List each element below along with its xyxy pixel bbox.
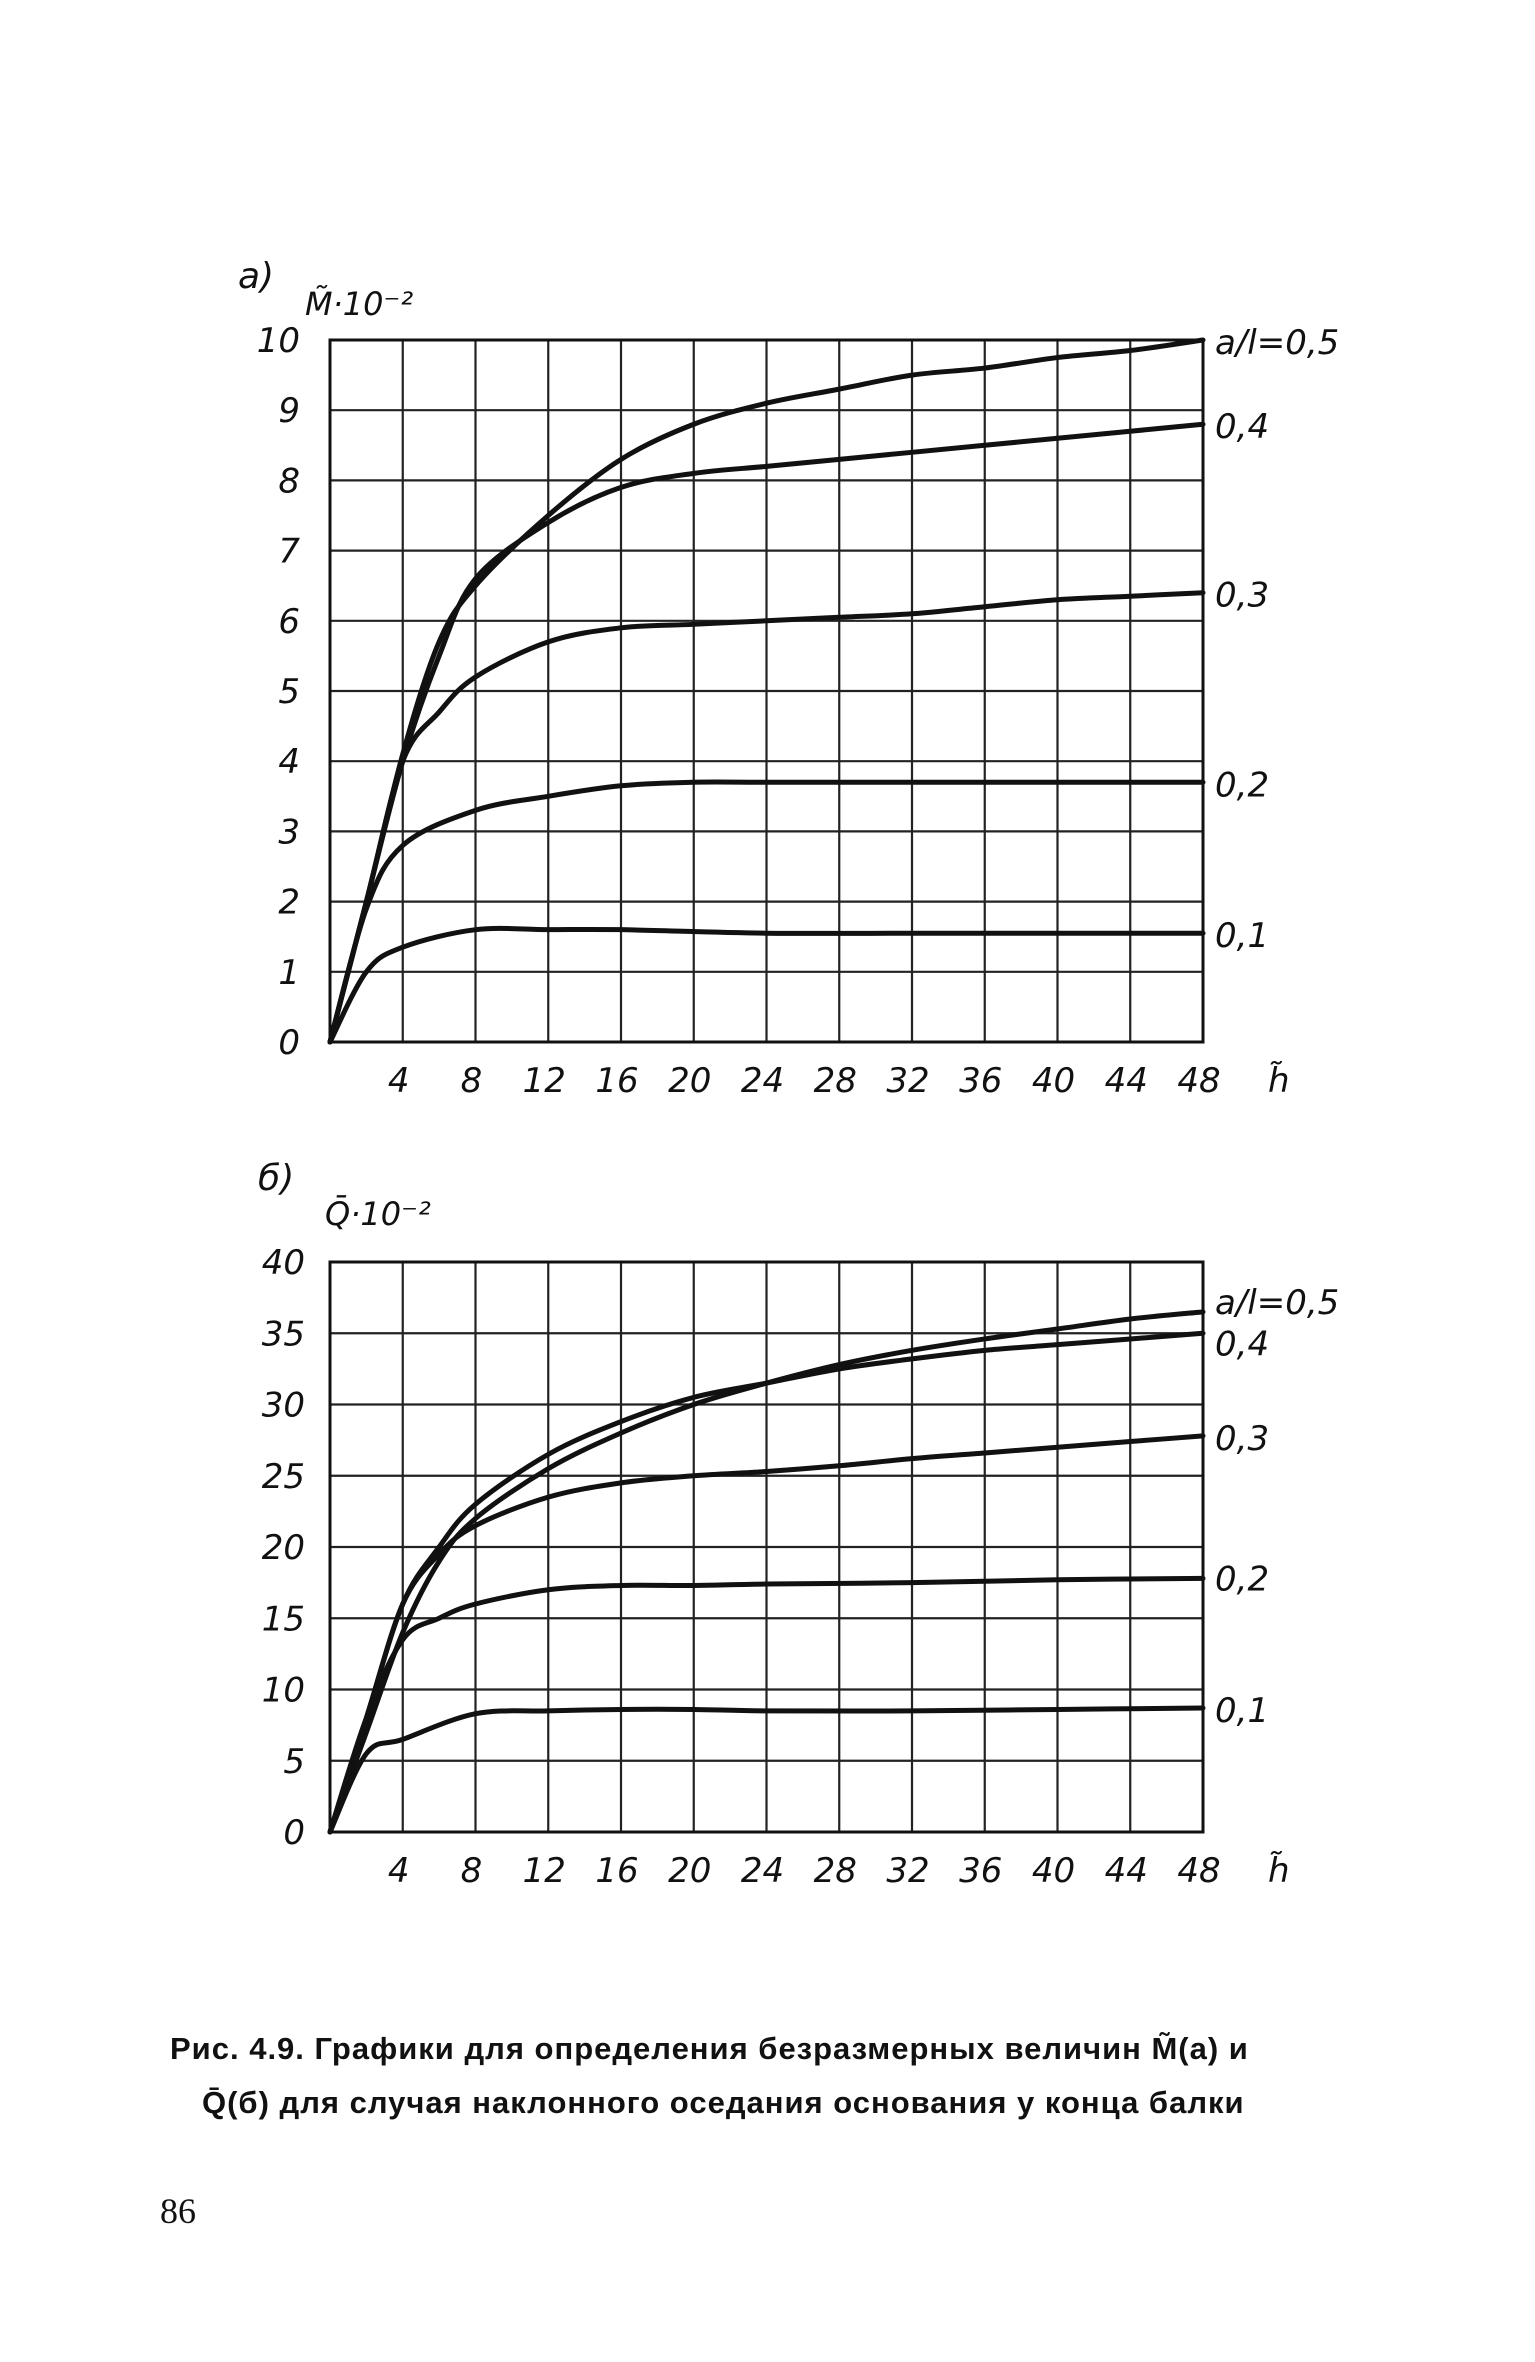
x-tick-label-a: 16 xyxy=(595,1061,638,1101)
series-label-a-0-1: 0,1 xyxy=(1215,916,1269,956)
page-number: 86 xyxy=(160,2191,196,2231)
y-tick-label-a: 7 xyxy=(278,532,300,572)
series-line-a-0-2 xyxy=(327,779,1206,1045)
x-axis-label-a: h̃ xyxy=(1268,1061,1290,1101)
grid-b xyxy=(330,1262,1203,1832)
x-tick-label-b: 24 xyxy=(741,1851,784,1891)
series-label-a-0-2: 0,2 xyxy=(1215,765,1269,805)
y-tick-label-a: 1 xyxy=(278,953,300,993)
y-tick-label-a: 2 xyxy=(278,883,300,923)
x-tick-label-b: 20 xyxy=(668,1851,711,1891)
series-label-b-0-2: 0,2 xyxy=(1215,1559,1269,1599)
x-tick-label-b: 4 xyxy=(388,1851,410,1891)
x-tick-label-b: 32 xyxy=(886,1851,929,1891)
y-tick-label-b: 20 xyxy=(262,1528,305,1568)
series-line-a-0-3 xyxy=(327,590,1206,1045)
y-tick-label-a: 4 xyxy=(278,742,300,782)
y-tick-label-a: 8 xyxy=(278,461,300,501)
x-tick-label-a: 20 xyxy=(668,1061,711,1101)
plot-frame-a xyxy=(328,338,1205,1044)
y-tick-label-b: 35 xyxy=(262,1314,305,1354)
x-tick-label-a: 40 xyxy=(1032,1061,1075,1101)
x-tick-label-b: 12 xyxy=(523,1851,566,1891)
x-tick-label-a: 24 xyxy=(741,1061,784,1101)
series-line-b-0-1 xyxy=(327,1705,1206,1835)
y-tick-label-a: 3 xyxy=(278,812,300,852)
x-tick-label-a: 36 xyxy=(959,1061,1002,1101)
y-tick-label-b: 30 xyxy=(262,1386,305,1426)
y-tick-label-a: 6 xyxy=(278,602,300,642)
series-label-a-0-3: 0,3 xyxy=(1215,576,1269,616)
caption-line-2: Q̄(б) для случая наклонного оседания осн… xyxy=(202,2085,1245,2120)
y-tick-label-b: 40 xyxy=(262,1243,305,1283)
series-line-a-0-1 xyxy=(327,925,1206,1045)
y-tick-label-b: 10 xyxy=(262,1671,305,1711)
series-label-b-0-3: 0,3 xyxy=(1215,1419,1269,1459)
y-axis-label-b: Q̄·10⁻² xyxy=(325,1194,431,1233)
x-tick-label-b: 44 xyxy=(1105,1851,1148,1891)
x-tick-label-a: 48 xyxy=(1177,1061,1220,1101)
y-tick-label-b: 0 xyxy=(283,1813,305,1853)
series-line-b-0-2 xyxy=(327,1575,1206,1835)
series-label-b-0-5: a/l=0,5 xyxy=(1215,1283,1339,1323)
x-tick-label-a: 28 xyxy=(814,1061,857,1101)
y-tick-label-b: 5 xyxy=(283,1742,305,1782)
x-tick-label-b: 28 xyxy=(814,1851,857,1891)
series-label-a-0-5: a/l=0,5 xyxy=(1215,323,1339,363)
caption-line-1: Рис. 4.9. Графики для определения безраз… xyxy=(170,2031,1249,2066)
panel-label-a: а) xyxy=(238,256,274,297)
y-tick-label-a: 5 xyxy=(278,672,300,712)
x-tick-label-b: 16 xyxy=(595,1851,638,1891)
x-tick-label-b: 48 xyxy=(1177,1851,1220,1891)
series-label-b-0-4: 0,4 xyxy=(1215,1324,1269,1364)
y-tick-label-a: 10 xyxy=(257,321,300,361)
series-line-b-0-3 xyxy=(327,1433,1206,1835)
series-label-a-0-4: 0,4 xyxy=(1215,407,1269,447)
x-tick-label-b: 40 xyxy=(1032,1851,1075,1891)
y-tick-label-a: 9 xyxy=(278,391,300,431)
y-tick-label-b: 15 xyxy=(262,1599,305,1639)
y-tick-label-a: 0 xyxy=(278,1023,300,1063)
figure-caption: Рис. 4.9. Графики для определения безраз… xyxy=(170,2022,1390,2130)
x-tick-label-a: 32 xyxy=(886,1061,929,1101)
x-tick-label-a: 12 xyxy=(523,1061,566,1101)
plot-frame-b xyxy=(328,1260,1205,1834)
x-tick-label-b: 8 xyxy=(461,1851,483,1891)
y-tick-label-b: 25 xyxy=(262,1457,305,1497)
series-label-b-0-1: 0,1 xyxy=(1215,1691,1269,1731)
y-axis-label-a: M̃·10⁻² xyxy=(305,285,413,323)
x-tick-label-a: 44 xyxy=(1105,1061,1148,1101)
series-line-b-0-5 xyxy=(327,1309,1206,1835)
x-tick-label-a: 4 xyxy=(388,1061,410,1101)
panel-label-b: б) xyxy=(258,1158,294,1199)
x-tick-label-a: 8 xyxy=(461,1061,483,1101)
x-axis-label-b: h̃ xyxy=(1268,1851,1290,1891)
x-tick-label-b: 36 xyxy=(959,1851,1002,1891)
